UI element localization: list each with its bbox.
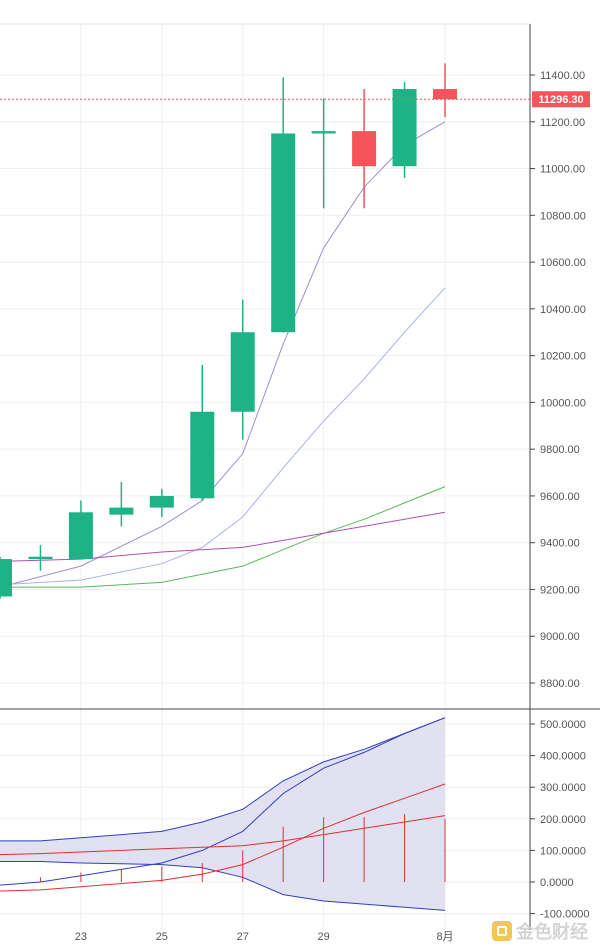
candle-body[interactable] [28, 556, 53, 560]
candle-up[interactable] [271, 77, 296, 333]
price-tick-label: 10600.00 [540, 257, 586, 269]
indicator-tick-label: -100.0000 [540, 909, 590, 921]
price-tick-label: 9000.00 [540, 631, 580, 643]
indicator-tick-label: 500.0000 [540, 719, 586, 731]
moving-average-line [0, 287, 446, 586]
indicator-tick-label: 0.0000 [540, 877, 574, 889]
band-middle-line [0, 717, 446, 886]
watermark: 金色财经 [492, 918, 588, 944]
price-tick-label: 10200.00 [540, 351, 586, 363]
candle-body[interactable] [190, 411, 215, 499]
indicator-tick-label: 300.0000 [540, 782, 586, 794]
candle-up[interactable] [149, 488, 174, 517]
price-tick-label: 9200.00 [540, 584, 580, 596]
price-tick-label: 9800.00 [540, 444, 580, 456]
current-price-label: 11296.30 [538, 94, 583, 106]
indicator-fast-line [0, 815, 446, 856]
candle-body[interactable] [0, 559, 12, 597]
price-tick-label: 8800.00 [540, 678, 580, 690]
current-price-badge [532, 91, 590, 108]
candle-body[interactable] [68, 512, 93, 560]
band-upper-line [0, 717, 446, 842]
indicator-tick-label: 100.0000 [540, 845, 586, 857]
moving-averages [0, 121, 446, 588]
candle-up[interactable] [392, 82, 417, 178]
watermark-text: 金色财经 [516, 922, 588, 943]
candle-up[interactable] [68, 500, 93, 560]
moving-average-line [0, 486, 446, 588]
price-tick-label: 9600.00 [540, 491, 580, 503]
candle-up[interactable] [28, 545, 53, 571]
indicator-axis[interactable]: 500.0000 400.0000 300.0000 200.0000 100.0000… [530, 719, 590, 921]
price-tick-label: 10400.00 [540, 304, 586, 316]
indicator-slow-line [0, 783, 446, 892]
candle-up[interactable] [0, 556, 12, 599]
candles[interactable] [0, 63, 457, 599]
indicator-tick-label: 200.0000 [540, 814, 586, 826]
price-tick-label: 11200.00 [540, 117, 585, 129]
candle-body[interactable] [311, 131, 336, 134]
candle-up[interactable] [190, 364, 215, 501]
candle-body[interactable] [271, 133, 296, 333]
current-price-line: 11296.30 [0, 91, 590, 108]
price-axis[interactable]: 11400.00 11200.00 11000.00 10800.00 10600.00… [530, 70, 586, 690]
candle-body[interactable] [149, 495, 174, 508]
time-tick-label: 8月 [436, 931, 453, 943]
time-tick-label: 23 [75, 931, 87, 943]
watermark-logo-icon [492, 921, 512, 941]
candle-up[interactable] [311, 98, 336, 209]
candle-up[interactable] [230, 299, 255, 440]
band-fill [0, 717, 445, 911]
indicator-tick-label: 400.0000 [540, 751, 586, 763]
price-tick-label: 9400.00 [540, 538, 580, 550]
candle-down[interactable] [352, 89, 377, 209]
time-tick-label: 29 [318, 931, 330, 943]
candle-down[interactable] [433, 63, 457, 118]
candle-body[interactable] [230, 332, 255, 412]
price-tick-label: 10000.00 [540, 397, 586, 409]
candle-body[interactable] [109, 507, 134, 515]
candle-body[interactable] [392, 89, 417, 167]
time-tick-label: 25 [156, 931, 168, 943]
time-axis[interactable]: 23 25 27 29 8月 [75, 931, 454, 943]
price-tick-label: 11000.00 [540, 164, 585, 176]
candle-body[interactable] [433, 89, 457, 100]
price-tick-label: 10800.00 [540, 210, 586, 222]
moving-average-line [0, 511, 446, 562]
indicator-pane [0, 717, 446, 911]
candle-up[interactable] [109, 481, 134, 527]
price-tick-label: 11400.00 [540, 70, 585, 82]
time-tick-label: 27 [237, 931, 249, 943]
moving-average-line [0, 121, 446, 588]
candle-body[interactable] [352, 131, 377, 167]
